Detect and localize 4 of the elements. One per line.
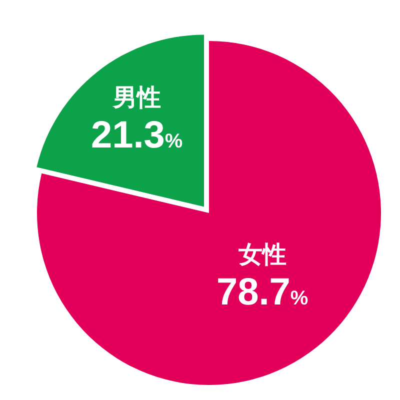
slice-label: 男性 xyxy=(112,84,161,112)
slice-label: 女性 xyxy=(237,241,286,268)
data-label: 21.3% xyxy=(90,114,183,156)
data-label: 78.7% xyxy=(216,271,308,314)
